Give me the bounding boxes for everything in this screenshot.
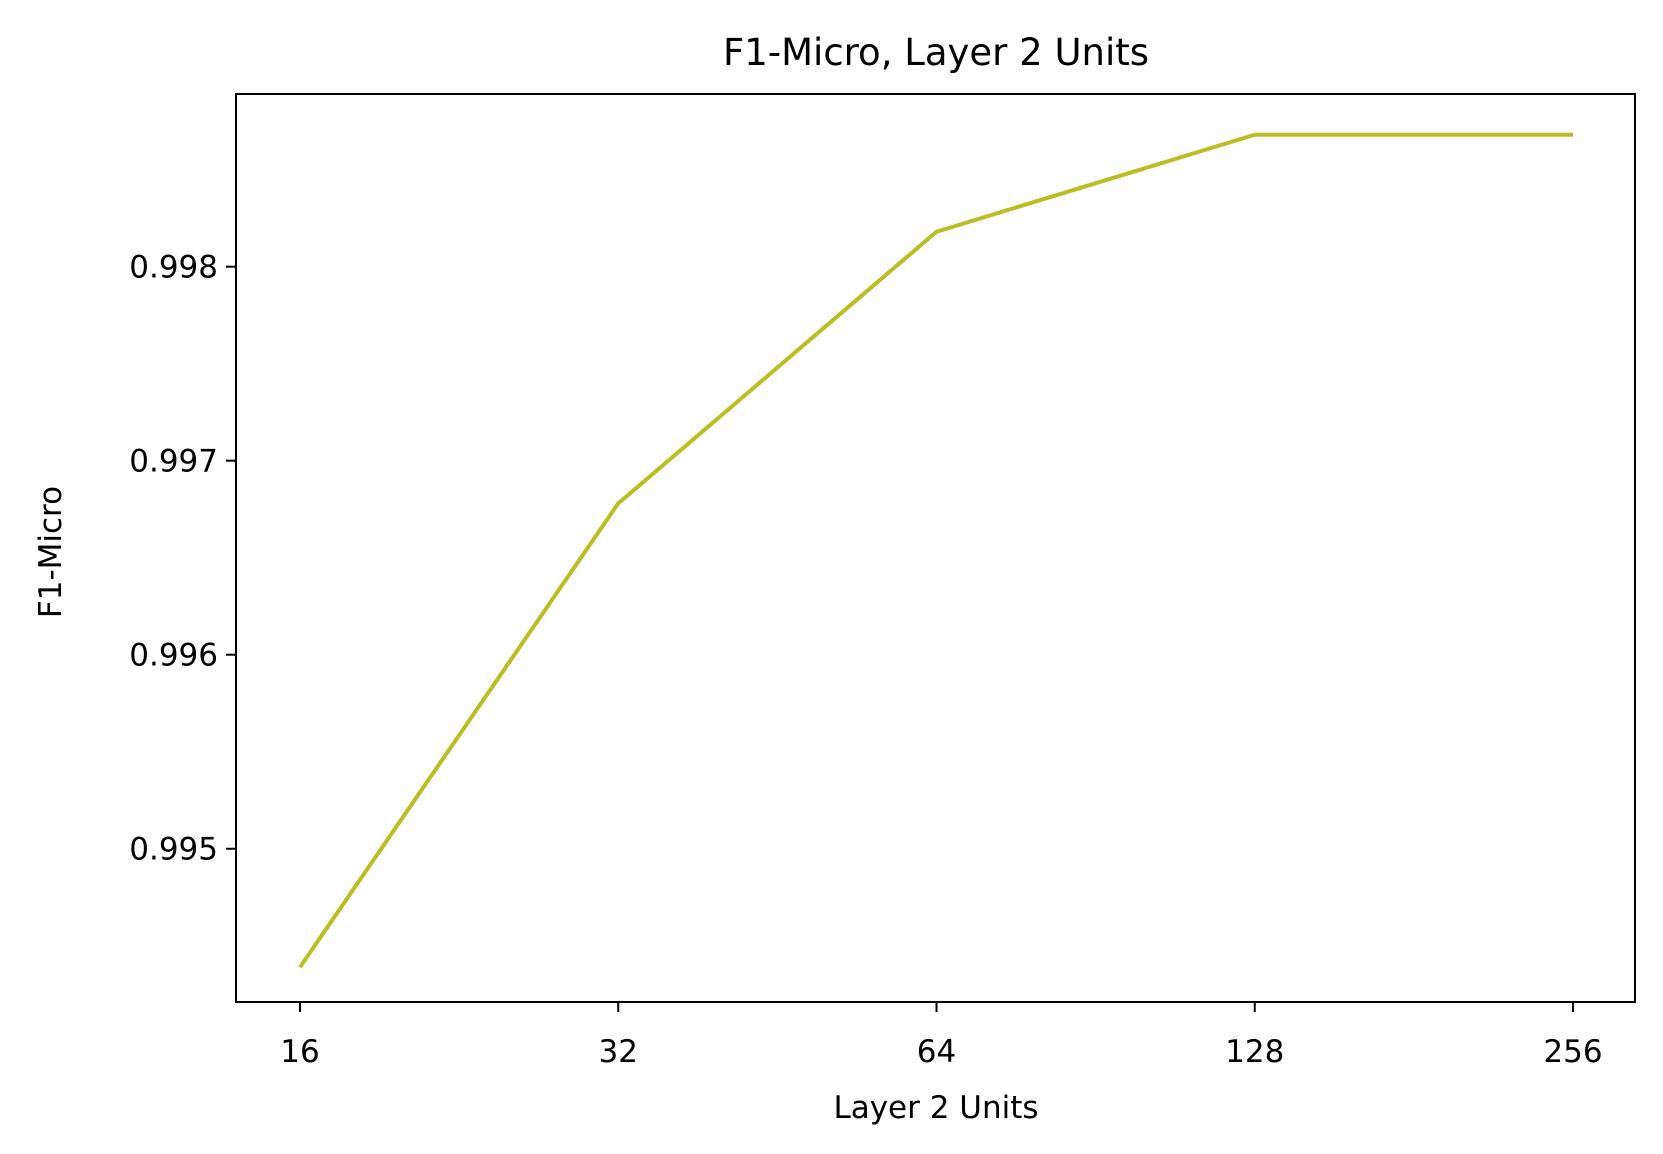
series-layer bbox=[298, 132, 1574, 969]
y-axis-label: F1-Micro bbox=[33, 486, 69, 618]
y-tick-label: 0.996 bbox=[129, 638, 218, 674]
y-axis: 0.995 0.996 0.997 0.998 bbox=[129, 250, 236, 868]
series-line bbox=[298, 132, 1573, 969]
y-tick-label: 0.998 bbox=[129, 250, 218, 286]
x-tick-label: 256 bbox=[1543, 1034, 1602, 1070]
x-tick-label: 64 bbox=[917, 1034, 956, 1070]
y-tick-label: 0.997 bbox=[129, 444, 218, 480]
y-tick-label: 0.995 bbox=[129, 832, 218, 868]
x-tick-label: 16 bbox=[280, 1034, 319, 1070]
chart-title: F1-Micro, Layer 2 Units bbox=[723, 31, 1149, 74]
x-axis: 16 32 64 128 256 bbox=[280, 1002, 1603, 1070]
x-tick-label: 128 bbox=[1225, 1034, 1284, 1070]
x-tick-label: 32 bbox=[599, 1034, 638, 1070]
x-axis-label: Layer 2 Units bbox=[833, 1090, 1038, 1126]
